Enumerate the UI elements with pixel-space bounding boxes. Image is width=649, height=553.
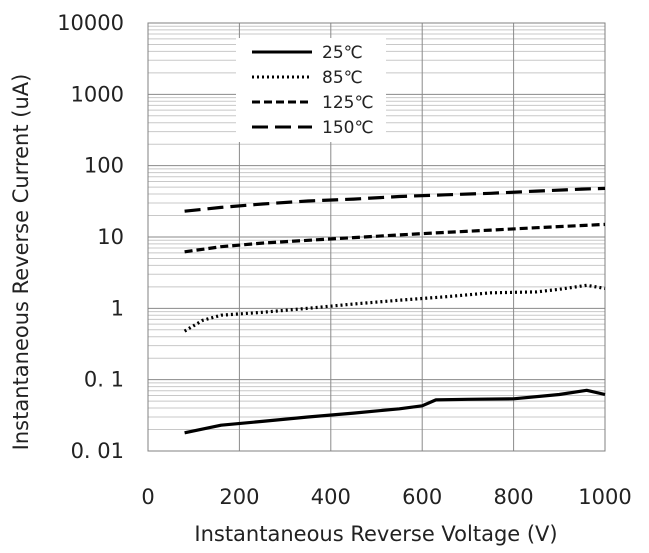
x-tick-label: 600 bbox=[402, 485, 442, 509]
legend-label-4: 150℃ bbox=[322, 118, 374, 138]
legend-label-3: 125℃ bbox=[322, 93, 374, 113]
x-tick-labels: 0 200 400 600 800 1000 bbox=[141, 485, 631, 509]
x-axis-title: Instantaneous Reverse Voltage (V) bbox=[194, 522, 557, 546]
legend-label-2: 85℃ bbox=[322, 68, 363, 88]
y-tick-label: 100 bbox=[84, 154, 124, 178]
y-tick-label: 10 bbox=[97, 225, 124, 249]
legend-box bbox=[236, 38, 386, 142]
series-layer bbox=[183, 186, 606, 435]
x-tick-label: 200 bbox=[219, 485, 259, 509]
x-tick-label: 1000 bbox=[578, 485, 631, 509]
legend-label-1: 25℃ bbox=[322, 43, 363, 63]
series-line-2 bbox=[183, 283, 606, 333]
y-tick-label: 0. 1 bbox=[84, 368, 124, 392]
plot-frame bbox=[147, 22, 606, 452]
x-tick-label: 800 bbox=[494, 485, 534, 509]
y-tick-label: 10000 bbox=[57, 11, 124, 35]
y-tick-labels: 0. 01 0. 1 1 10 100 1000 10000 bbox=[57, 11, 124, 463]
series-line-1 bbox=[184, 388, 606, 435]
x-tick-label: 0 bbox=[141, 485, 154, 509]
series-line-4 bbox=[184, 186, 606, 213]
y-tick-label: 1000 bbox=[71, 82, 124, 106]
series-line-3 bbox=[184, 222, 606, 254]
y-tick-label: 1 bbox=[111, 296, 124, 320]
y-axis-title: Instantaneous Reverse Current (uA) bbox=[9, 74, 33, 451]
minor-grid bbox=[148, 25, 605, 431]
legend: 25℃ 85℃ 125℃ 150℃ bbox=[236, 38, 386, 142]
y-tick-label: 0. 01 bbox=[71, 439, 124, 463]
x-tick-label: 400 bbox=[311, 485, 351, 509]
